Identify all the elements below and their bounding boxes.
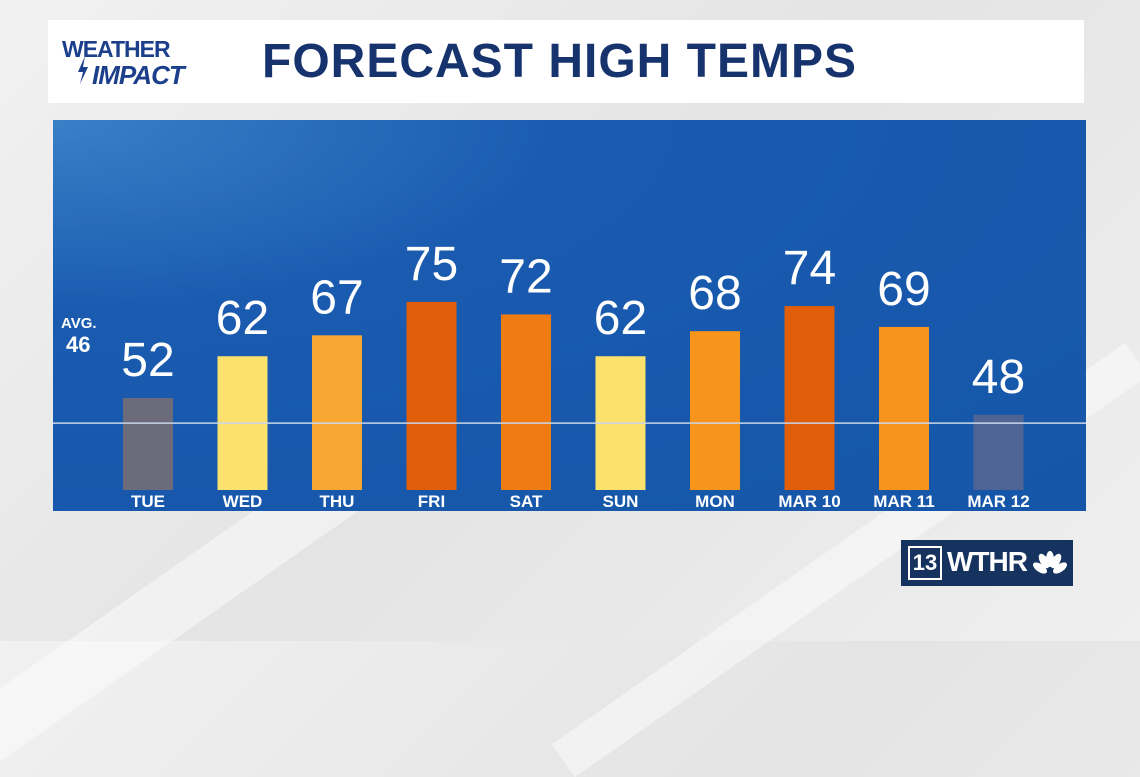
average-label-text: AVG. — [61, 315, 97, 332]
x-tick-label: SUN — [603, 492, 639, 511]
station-logo: 13 WTHR — [901, 540, 1073, 586]
average-label: AVG. 46 — [61, 316, 97, 356]
lightning-bolt-icon — [78, 56, 88, 84]
x-tick-label: THU — [320, 492, 355, 511]
x-tick-label: MON — [695, 492, 735, 511]
bar-chart: 52 TUE 62 WED 67 THU 75 FRI 72 SAT 62 SUN 68 MON 74 MAR… — [53, 238, 1086, 511]
bar-fri — [406, 301, 457, 490]
bar-value-label: 75 — [405, 238, 458, 291]
header-bar: WEATHER IMPACT FORECAST HIGH TEMPS — [48, 20, 1084, 103]
x-tick-label: MAR 12 — [967, 492, 1029, 511]
page-title: FORECAST HIGH TEMPS — [262, 35, 858, 88]
call-letters: WTHR — [947, 546, 1028, 577]
x-tick-label: WED — [223, 492, 263, 511]
bar-mon — [690, 331, 740, 490]
bar-tue — [123, 398, 173, 490]
x-tick-label: TUE — [131, 492, 165, 511]
x-tick-label: MAR 11 — [873, 492, 934, 511]
channel-number: 13 — [908, 546, 942, 580]
bar-value-label: 67 — [310, 271, 363, 324]
weather-impact-logo: WEATHER IMPACT — [62, 36, 222, 92]
bar-value-label: 68 — [688, 267, 741, 320]
bar-value-label: 74 — [783, 242, 836, 295]
x-tick-label: MAR 10 — [778, 492, 840, 511]
logo-line1: WEATHER — [62, 36, 171, 62]
bar-mar-12 — [973, 414, 1024, 490]
bar-value-label: 52 — [121, 334, 174, 387]
bar-value-label: 69 — [877, 263, 930, 316]
logo-line2: IMPACT — [92, 60, 185, 90]
bar-value-label: 62 — [594, 292, 647, 345]
bar-thu — [312, 335, 362, 490]
bar-mar-10 — [784, 306, 835, 490]
x-tick-label: FRI — [418, 492, 445, 511]
x-tick-label: SAT — [510, 492, 543, 511]
bar-value-label: 48 — [972, 351, 1025, 404]
peacock-icon — [1033, 551, 1067, 574]
chart-panel: 52 TUE 62 WED 67 THU 75 FRI 72 SAT 62 SUN 68 MON 74 MAR… — [53, 120, 1086, 511]
bar-value-label: 62 — [216, 292, 269, 345]
average-value: 46 — [66, 332, 91, 357]
bar-value-label: 72 — [499, 250, 552, 303]
bar-mar-11 — [879, 326, 929, 490]
bar-sat — [501, 314, 551, 490]
